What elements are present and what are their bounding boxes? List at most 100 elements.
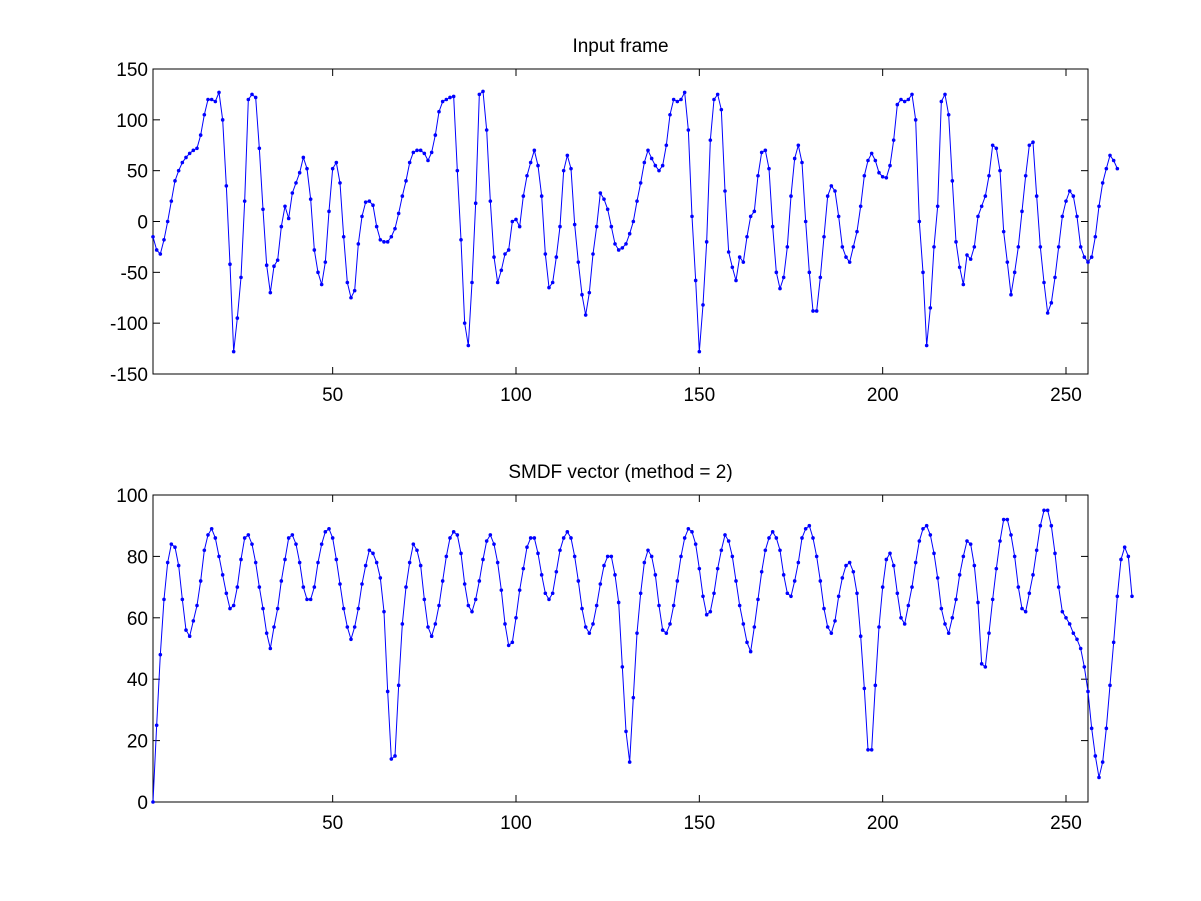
input-frame-data-point [620, 246, 625, 250]
input-frame-ytick-label: -100 [110, 314, 148, 335]
smdf-vector-data-point [400, 622, 405, 626]
input-frame-data-point [352, 288, 357, 293]
smdf-vector-data-point [1104, 726, 1109, 731]
smdf-vector-data-point [330, 536, 335, 540]
smdf-vector-data-point [829, 631, 834, 635]
smdf-vector-data-point [979, 662, 984, 666]
smdf-vector-data-point [646, 548, 650, 553]
input-frame-data-point [866, 158, 870, 163]
smdf-vector-data-point [301, 585, 306, 589]
input-frame-data-point [605, 207, 610, 212]
smdf-vector-data-point [334, 557, 339, 562]
smdf-vector-data-point [833, 619, 837, 623]
smdf-vector-data-point [800, 536, 804, 540]
input-frame-data-point [825, 194, 830, 198]
input-frame-data-point [693, 278, 698, 283]
input-frame-data-point [481, 89, 485, 94]
smdf-vector-data-point [341, 606, 346, 611]
input-frame-data-point [737, 255, 742, 259]
smdf-vector-data-point [1115, 594, 1120, 599]
smdf-vector-data-point [785, 591, 790, 596]
smdf-vector-data-point [701, 594, 705, 599]
smdf-vector-data-point [836, 594, 841, 599]
smdf-vector-data-point [664, 631, 669, 635]
input-frame-data-point [488, 199, 493, 203]
input-frame-data-point [272, 264, 276, 269]
smdf-vector-data-point [1126, 554, 1131, 559]
smdf-vector-data-point [763, 548, 768, 553]
input-frame-data-point [1038, 245, 1043, 249]
smdf-vector-xtick-label: 100 [500, 813, 532, 834]
input-frame-data-point [759, 150, 764, 155]
input-frame-data-point [587, 290, 592, 295]
smdf-vector-data-point [360, 582, 364, 586]
smdf-vector-data-point [319, 542, 324, 546]
input-frame-data-point [642, 160, 647, 165]
input-frame-ytick-label: -50 [121, 263, 148, 284]
smdf-vector-data-point [459, 551, 463, 556]
input-frame-data-point [459, 238, 463, 242]
input-frame-data-point [723, 189, 727, 193]
input-frame-data-point [855, 229, 859, 234]
smdf-vector-data-point [770, 530, 775, 534]
input-frame-data-point [635, 199, 639, 203]
smdf-vector-data-point [598, 582, 603, 586]
input-frame-data-point [213, 99, 218, 104]
smdf-vector-data-point [407, 560, 412, 565]
subplot-input-frame: Input frame 50 100 150 200 250 -150 -100 -50 0 50 1… [110, 36, 1120, 406]
smdf-vector-data-point [715, 566, 720, 571]
smdf-vector-data-point [748, 649, 753, 654]
input-frame-data-point [426, 158, 430, 163]
input-frame-data-point [1115, 166, 1120, 171]
smdf-vector-data-point [583, 625, 588, 629]
input-frame-data-point [319, 282, 324, 287]
smdf-vector-data-point [730, 554, 735, 559]
smdf-vector-data-point [484, 539, 489, 543]
smdf-vector-data-point [561, 536, 566, 540]
input-frame-data-point [1020, 209, 1024, 214]
smdf-vector-data-point [1071, 631, 1076, 635]
input-frame-data-point [268, 290, 273, 295]
smdf-vector-data-point [176, 563, 181, 568]
smdf-vector-data-point [371, 551, 375, 556]
smdf-vector-data-point [338, 582, 342, 586]
smdf-vector-data-point [921, 526, 925, 531]
smdf-vector-data-point [316, 560, 320, 565]
input-frame-data-point [455, 168, 460, 173]
smdf-vector-data-point [345, 625, 350, 629]
input-frame-data-point [591, 252, 595, 256]
smdf-vector-data-point [726, 539, 731, 543]
smdf-vector-data-point [708, 609, 713, 614]
input-frame-data-point [448, 95, 452, 100]
smdf-vector-data-point [455, 533, 460, 537]
input-frame-data-point [763, 148, 768, 153]
smdf-vector-data-point [602, 563, 606, 568]
input-frame-data-point [506, 248, 511, 252]
input-frame-xtick-label: 250 [1050, 385, 1082, 406]
input-frame-data-point [536, 163, 540, 168]
smdf-vector-data-point [374, 560, 379, 565]
input-frame-data-point [521, 194, 526, 198]
smdf-vector-data-point [961, 554, 966, 559]
smdf-vector-data-point [444, 554, 449, 559]
smdf-vector-data-point [404, 585, 408, 589]
smdf-vector-data-point [591, 622, 595, 626]
input-frame-data-point [932, 245, 936, 249]
input-frame-data-point [979, 204, 984, 209]
input-frame-data-point [976, 214, 980, 219]
smdf-vector-data-point [1049, 523, 1054, 528]
input-frame-data-point [1104, 166, 1109, 171]
input-frame-data-point [679, 97, 683, 102]
smdf-vector-data-point [605, 554, 610, 559]
input-frame-title: Input frame [572, 36, 668, 57]
smdf-vector-data-point [734, 579, 738, 583]
smdf-vector-data-point [939, 606, 944, 611]
smdf-vector-data-point [367, 548, 372, 553]
input-frame-data-point [609, 224, 614, 229]
input-frame-data-point [1023, 173, 1028, 178]
smdf-vector-data-point [638, 591, 643, 596]
input-frame-data-point [495, 280, 500, 285]
smdf-vector-data-point [946, 631, 951, 635]
smdf-vector-data-point [968, 542, 973, 546]
smdf-vector-data-point [627, 760, 632, 764]
